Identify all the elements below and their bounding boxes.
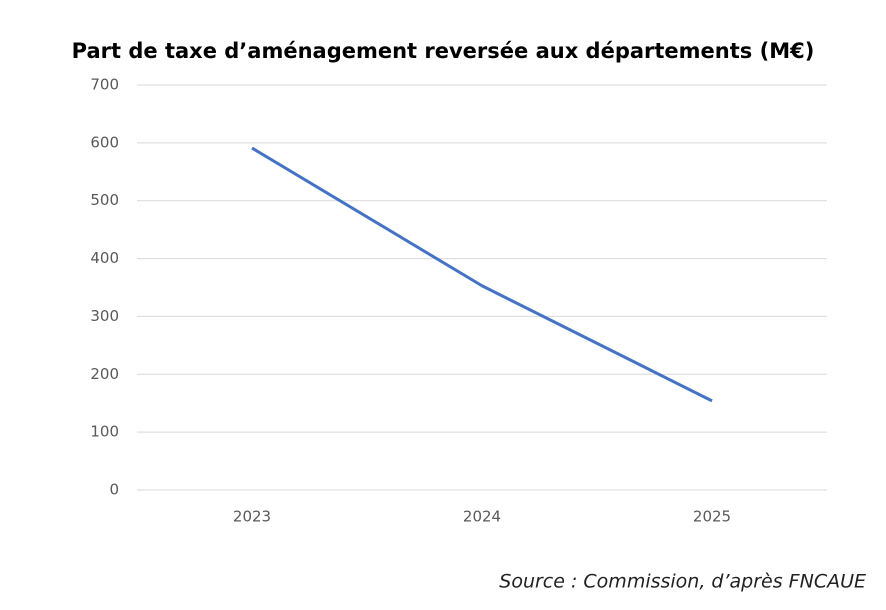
x-tick-label: 2023	[233, 508, 271, 526]
y-tick-label: 700	[90, 76, 119, 94]
y-tick-label: 600	[90, 133, 119, 151]
y-tick-label: 0	[109, 481, 119, 499]
x-tick-label: 2024	[463, 508, 501, 526]
y-tick-label: 300	[90, 307, 119, 325]
data-line	[251, 146, 713, 403]
y-tick-label: 200	[90, 365, 119, 383]
y-tick-label: 100	[90, 423, 119, 441]
x-tick-label: 2025	[693, 508, 731, 526]
source-note: Source : Commission, d’après FNCAUE	[499, 571, 866, 593]
y-tick-label: 400	[90, 249, 119, 267]
chart-title: Part de taxe d’aménagement reversée aux …	[72, 39, 815, 63]
y-tick-label: 500	[90, 191, 119, 209]
